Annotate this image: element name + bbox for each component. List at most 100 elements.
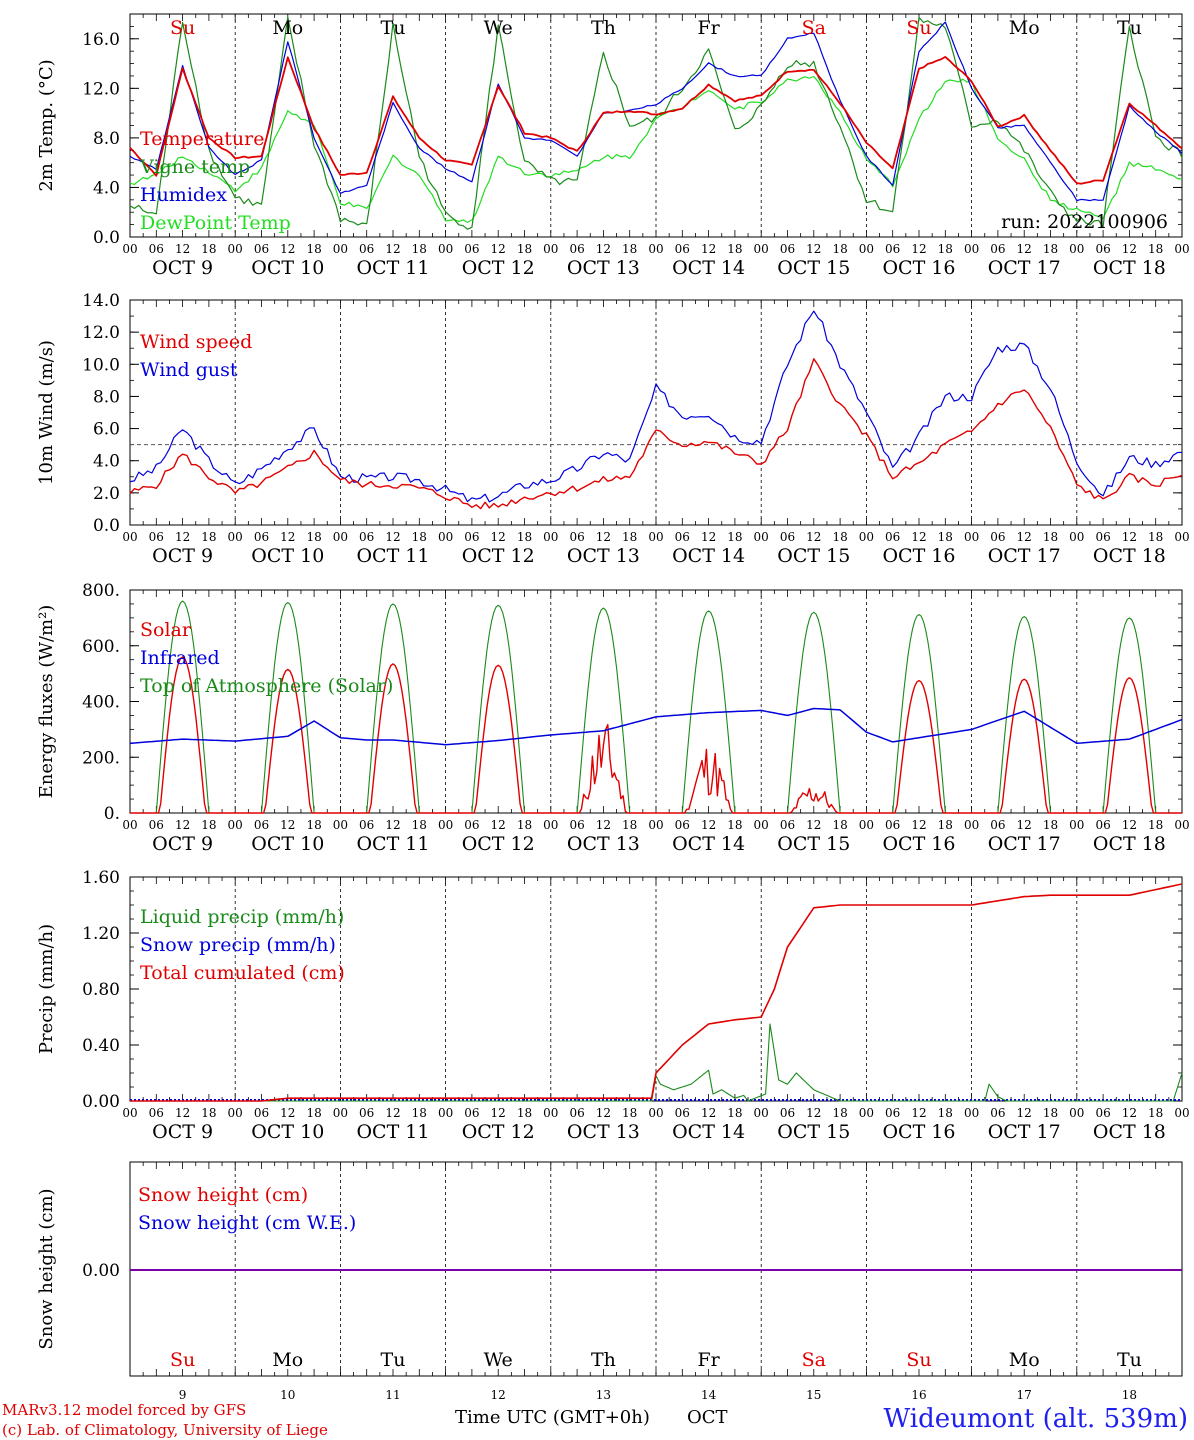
y-tick-label: 2.0 bbox=[93, 484, 120, 504]
date-label: OCT 13 bbox=[567, 833, 640, 855]
date-label: OCT 12 bbox=[462, 545, 535, 567]
date-label: OCT 12 bbox=[462, 833, 535, 855]
x-tick-label: 18 bbox=[832, 530, 847, 544]
date-label: OCT 15 bbox=[777, 1121, 850, 1143]
weekday-label: Tu bbox=[1117, 17, 1142, 39]
x-tick-label: 00 bbox=[333, 530, 348, 544]
x-tick-label: 12 bbox=[175, 242, 190, 256]
x-tick-label: 12 bbox=[911, 242, 926, 256]
date-label: OCT 14 bbox=[672, 545, 745, 567]
legend-entry: Solar bbox=[140, 619, 192, 641]
x-tick-label: 06 bbox=[254, 1106, 269, 1120]
x-tick-label: 06 bbox=[149, 1106, 164, 1120]
x-tick-label: 00 bbox=[648, 1106, 663, 1120]
temperature-panel: 0.04.08.012.016.02m Temp. (°C)00 06 12 18OC… bbox=[36, 13, 1190, 279]
date-label: OCT 15 bbox=[777, 257, 850, 279]
date-label: OCT 9 bbox=[152, 833, 213, 855]
x-tick-label: 06 bbox=[675, 530, 690, 544]
x-tick-label: 06 bbox=[780, 818, 795, 832]
x-tick-label: 12 bbox=[1122, 818, 1137, 832]
date-number-label: 12 bbox=[491, 1388, 506, 1402]
y-tick-label: 0. bbox=[104, 804, 120, 824]
x-tick-label: 18 bbox=[1148, 530, 1163, 544]
date-label: OCT 12 bbox=[462, 1121, 535, 1143]
x-tick-label: 06 bbox=[149, 818, 164, 832]
x-tick-label: 00 bbox=[1069, 242, 1084, 256]
date-label: OCT 15 bbox=[777, 833, 850, 855]
x-tick-label: 06 bbox=[359, 530, 374, 544]
x-tick-label: 06 bbox=[569, 242, 584, 256]
x-tick-label: 18 bbox=[412, 1106, 427, 1120]
x-tick-label: 12 bbox=[596, 1106, 611, 1120]
x-axis-month: OCT bbox=[687, 1407, 728, 1428]
x-tick-label: 00 bbox=[438, 818, 453, 832]
x-tick-label: 06 bbox=[254, 818, 269, 832]
weekday-label: Fr bbox=[697, 1349, 720, 1371]
x-tick-label: 00 bbox=[754, 530, 769, 544]
x-tick-label: 00 bbox=[859, 818, 874, 832]
x-tick-label: 18 bbox=[938, 242, 953, 256]
x-tick-label: 06 bbox=[464, 530, 479, 544]
x-tick-label: 06 bbox=[254, 530, 269, 544]
x-tick-label: 06 bbox=[464, 1106, 479, 1120]
solar-line bbox=[130, 656, 1182, 814]
x-tick-label: 06 bbox=[464, 818, 479, 832]
x-tick-label: 00 bbox=[122, 818, 137, 832]
x-tick-label: 18 bbox=[201, 530, 216, 544]
x-tick-label: 00 bbox=[754, 818, 769, 832]
legend-entry: Total cumulated (cm) bbox=[140, 962, 345, 984]
date-label: OCT 16 bbox=[882, 545, 955, 567]
date-label: OCT 11 bbox=[356, 257, 429, 279]
date-number-label: 10 bbox=[280, 1388, 295, 1402]
x-tick-label: 18 bbox=[938, 1106, 953, 1120]
x-tick-label: 18 bbox=[622, 242, 637, 256]
date-label: OCT 12 bbox=[462, 257, 535, 279]
x-tick-label: 18 bbox=[622, 818, 637, 832]
y-tick-label: 0.80 bbox=[82, 980, 120, 1000]
x-tick-label: 12 bbox=[491, 1106, 506, 1120]
x-tick-label: 00 bbox=[1174, 530, 1189, 544]
weekday-label: Mo bbox=[272, 17, 303, 39]
x-tick-label: 12 bbox=[596, 818, 611, 832]
date-label: OCT 16 bbox=[882, 257, 955, 279]
x-tick-label: 00 bbox=[964, 530, 979, 544]
weekday-label: Fr bbox=[697, 17, 720, 39]
x-tick-label: 00 bbox=[648, 530, 663, 544]
x-tick-label: 06 bbox=[885, 1106, 900, 1120]
x-tick-label: 18 bbox=[517, 818, 532, 832]
x-tick-label: 12 bbox=[175, 530, 190, 544]
x-tick-label: 18 bbox=[1148, 818, 1163, 832]
x-tick-label: 18 bbox=[412, 530, 427, 544]
x-tick-label: 12 bbox=[385, 1106, 400, 1120]
x-tick-label: 12 bbox=[911, 530, 926, 544]
y-tick-label: 12.0 bbox=[82, 79, 120, 99]
date-label: OCT 13 bbox=[567, 545, 640, 567]
x-tick-label: 12 bbox=[596, 530, 611, 544]
wind-panel: 0.0 2.0 4.0 6.0 8.0 10.0 12.0 14.0 10m Wind (m/s… bbox=[36, 291, 1190, 567]
x-tick-label: 00 bbox=[1174, 818, 1189, 832]
x-tick-label: 18 bbox=[727, 530, 742, 544]
x-tick-label: 12 bbox=[280, 530, 295, 544]
date-number-label: 14 bbox=[701, 1388, 717, 1402]
x-tick-label: 06 bbox=[569, 530, 584, 544]
y-tick-label: 0.40 bbox=[82, 1036, 120, 1056]
x-tick-label: 18 bbox=[306, 818, 321, 832]
x-tick-label: 00 bbox=[964, 818, 979, 832]
x-tick-label: 18 bbox=[622, 1106, 637, 1120]
x-tick-label: 12 bbox=[280, 1106, 295, 1120]
date-label: OCT 11 bbox=[356, 1121, 429, 1143]
wind-speed-line bbox=[129, 358, 1183, 510]
x-tick-label: 00 bbox=[859, 1106, 874, 1120]
x-tick-label: 12 bbox=[701, 1106, 716, 1120]
x-tick-label: 18 bbox=[1043, 818, 1058, 832]
weekday-label: Tu bbox=[381, 1349, 406, 1371]
x-tick-label: 00 bbox=[754, 242, 769, 256]
y-tick-label: 8.0 bbox=[93, 387, 120, 407]
date-label: OCT 9 bbox=[152, 545, 213, 567]
y-tick-label: 16.0 bbox=[82, 30, 120, 50]
cumulated-precip-line bbox=[130, 883, 1183, 1102]
date-label: OCT 14 bbox=[672, 257, 745, 279]
x-tick-label: 12 bbox=[911, 1106, 926, 1120]
x-tick-label: 12 bbox=[806, 242, 821, 256]
x-tick-label: 00 bbox=[228, 242, 243, 256]
